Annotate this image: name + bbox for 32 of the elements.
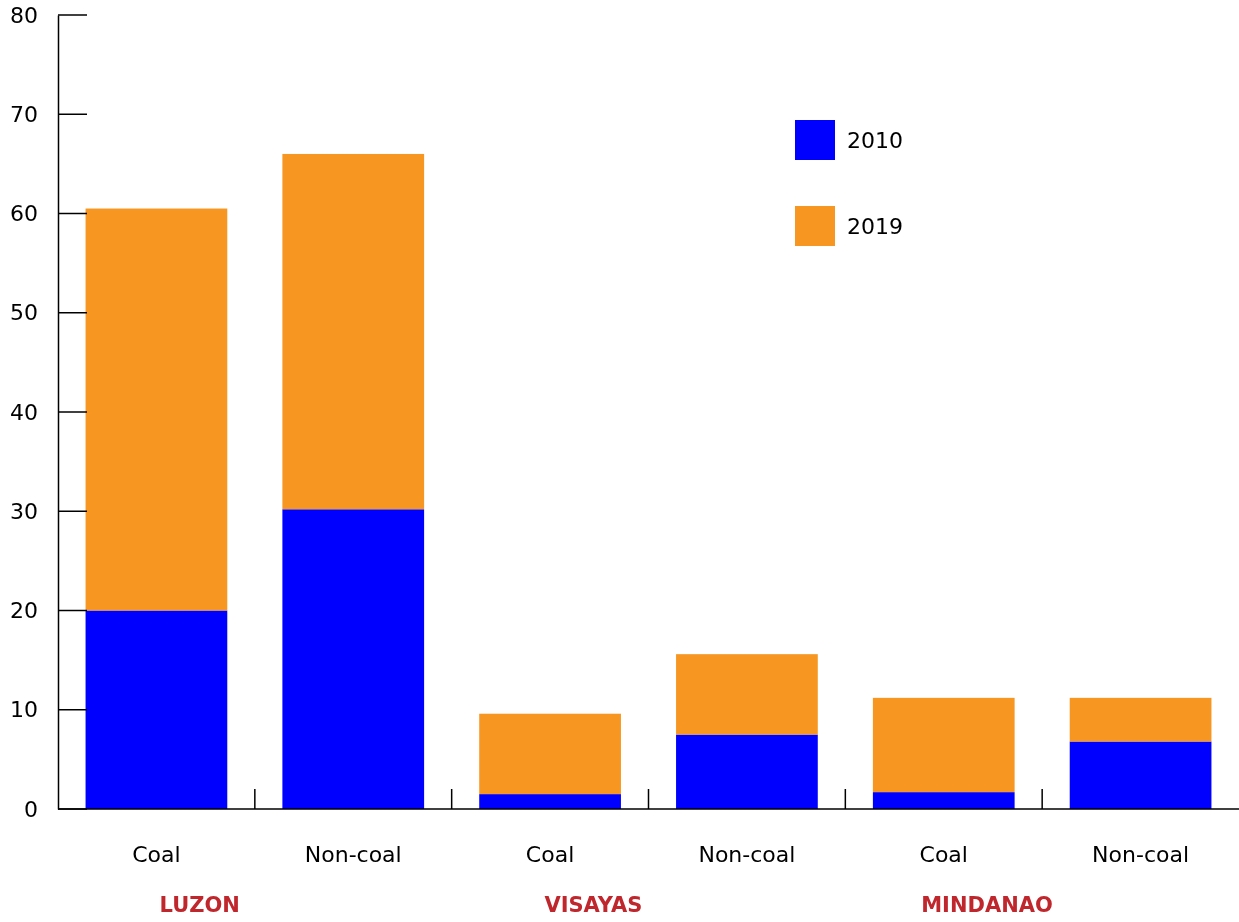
bar bbox=[676, 654, 818, 735]
bar bbox=[676, 734, 818, 809]
x-tick-label: Non-coal bbox=[1092, 842, 1190, 867]
y-tick-label: 80 bbox=[10, 2, 38, 28]
x-tick-label: Coal bbox=[919, 842, 968, 867]
y-tick-label: 40 bbox=[10, 399, 38, 425]
x-tick-label: Non-coal bbox=[698, 842, 796, 867]
bar bbox=[872, 792, 1015, 809]
bar bbox=[85, 610, 228, 809]
bar bbox=[872, 697, 1015, 793]
y-tick-label: 60 bbox=[10, 201, 38, 227]
text: VISAYAS bbox=[544, 893, 643, 917]
text: LUZON bbox=[159, 893, 240, 917]
x-tick-label: Non-coal bbox=[304, 842, 402, 867]
bar bbox=[282, 509, 425, 809]
bar bbox=[1069, 741, 1212, 809]
x-tick-label: Coal bbox=[132, 842, 181, 867]
y-tick-label: 20 bbox=[10, 598, 38, 624]
y-tick-label: 70 bbox=[10, 101, 38, 127]
legend-label: 2019 bbox=[847, 214, 903, 239]
bar bbox=[282, 153, 425, 510]
bar bbox=[479, 713, 621, 795]
legend-label: 2010 bbox=[847, 128, 903, 153]
x-tick-label: Coal bbox=[525, 842, 575, 867]
bar bbox=[85, 208, 228, 611]
text: MINDANAO bbox=[921, 893, 1053, 917]
y-tick-label: 30 bbox=[10, 498, 38, 524]
y-tick-label: 10 bbox=[10, 697, 38, 723]
bar bbox=[479, 794, 621, 809]
bar bbox=[1069, 697, 1212, 742]
y-tick-label: 0 bbox=[24, 796, 38, 822]
y-tick-label: 50 bbox=[10, 300, 38, 326]
